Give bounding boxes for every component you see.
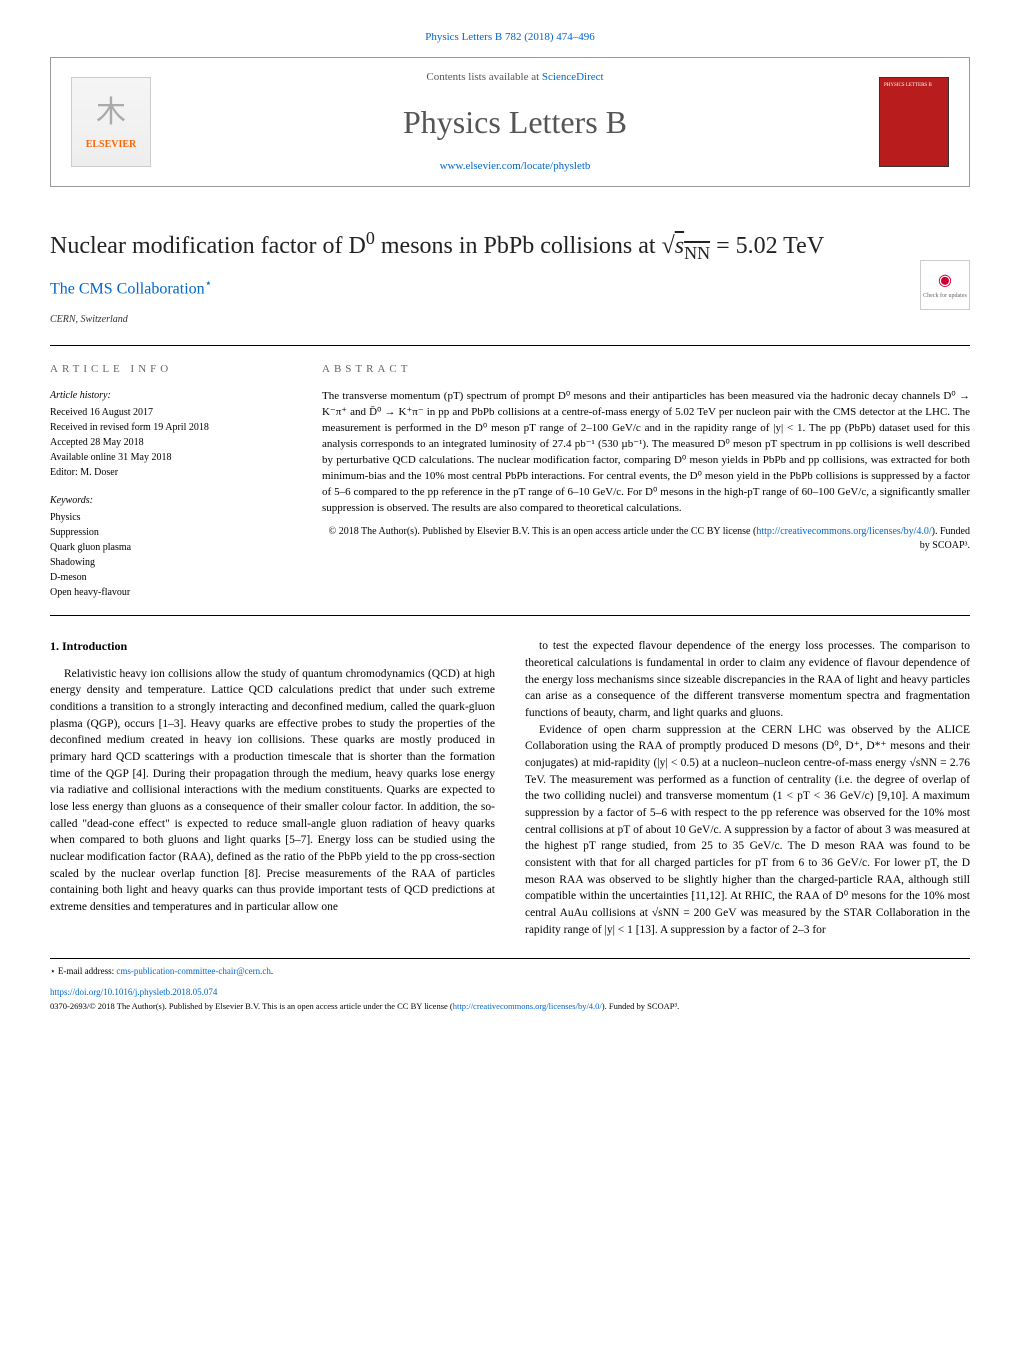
body-text: 1. Introduction Relativistic heavy ion c… (50, 638, 970, 938)
sciencedirect-link[interactable]: ScienceDirect (542, 71, 604, 83)
tree-icon: ⽊ (96, 92, 126, 134)
copyright-text: 0370-2693/© 2018 The Author(s). Publishe… (50, 1001, 453, 1011)
affiliation: CERN, Switzerland (50, 313, 970, 327)
publisher-logo[interactable]: ⽊ ELSEVIER (71, 77, 151, 167)
check-updates-icon: ◉ (938, 270, 952, 292)
cc-link[interactable]: http://creativecommons.org/licenses/by/4… (453, 1001, 602, 1011)
keywords-label: Keywords: (50, 494, 290, 508)
info-abstract-row: ARTICLE INFO Article history: Received 1… (50, 362, 970, 601)
article-info: ARTICLE INFO Article history: Received 1… (50, 362, 290, 601)
keyword: Physics (50, 511, 290, 525)
online-line: Available online 31 May 2018 (50, 451, 290, 465)
received-line: Received 16 August 2017 (50, 406, 290, 420)
corresponding-label: ⋆ E-mail address: (50, 966, 114, 976)
authors: The CMS Collaboration⋆ (50, 275, 970, 301)
divider-top (50, 345, 970, 346)
contents-line: Contents lists available at ScienceDirec… (171, 70, 859, 85)
author-link[interactable]: The CMS Collaboration (50, 280, 205, 297)
copyright-line: 0370-2693/© 2018 The Author(s). Publishe… (50, 1001, 970, 1013)
journal-homepage-link[interactable]: www.elsevier.com/locate/physletb (440, 160, 591, 172)
contents-prefix: Contents lists available at (426, 71, 541, 83)
doi-link[interactable]: https://doi.org/10.1016/j.physletb.2018.… (50, 987, 217, 997)
cover-label: PHYSICS LETTERS B (884, 83, 932, 88)
article-info-heading: ARTICLE INFO (50, 362, 290, 377)
journal-citation: Physics Letters B 782 (2018) 474–496 (50, 30, 970, 45)
body-paragraph: to test the expected flavour dependence … (525, 638, 970, 721)
author-marker: ⋆ (205, 276, 213, 290)
publisher-name: ELSEVIER (86, 138, 137, 152)
copyright-suffix: ). Funded by SCOAP³. (602, 1001, 679, 1011)
footnote-block: ⋆ E-mail address: cms-publication-commit… (50, 958, 970, 978)
section-heading: 1. Introduction (50, 638, 495, 655)
journal-homepage: www.elsevier.com/locate/physletb (171, 159, 859, 174)
license-prefix: © 2018 The Author(s). Published by Elsev… (329, 526, 757, 537)
keywords-block: Keywords: Physics Suppression Quark gluo… (50, 494, 290, 600)
journal-header-box: ⽊ ELSEVIER Contents lists available at S… (50, 57, 970, 187)
keyword: Shadowing (50, 556, 290, 570)
abstract-text: The transverse momentum (pT) spectrum of… (322, 389, 970, 517)
check-updates-badge[interactable]: ◉ Check for updates (920, 260, 970, 310)
accepted-line: Accepted 28 May 2018 (50, 436, 290, 450)
body-paragraph: Relativistic heavy ion collisions allow … (50, 666, 495, 916)
license-line: © 2018 The Author(s). Published by Elsev… (322, 525, 970, 553)
article-title: Nuclear modification factor of D0 mesons… (50, 227, 970, 265)
doi-line: https://doi.org/10.1016/j.physletb.2018.… (50, 986, 970, 999)
journal-cover-thumbnail[interactable]: PHYSICS LETTERS B (879, 77, 949, 167)
corresponding-email-link[interactable]: cms-publication-committee-chair@cern.ch (116, 966, 270, 976)
keyword: D-meson (50, 571, 290, 585)
check-updates-label: Check for updates (923, 292, 967, 300)
journal-header-center: Contents lists available at ScienceDirec… (171, 70, 859, 174)
keyword: Quark gluon plasma (50, 541, 290, 555)
abstract: ABSTRACT The transverse momentum (pT) sp… (322, 362, 970, 601)
editor-line: Editor: M. Doser (50, 466, 290, 480)
divider-bottom (50, 615, 970, 616)
license-link[interactable]: http://creativecommons.org/licenses/by/4… (756, 526, 931, 537)
citation-link[interactable]: Physics Letters B 782 (2018) 474–496 (425, 31, 595, 43)
journal-title: Physics Letters B (171, 100, 859, 145)
keyword: Open heavy-flavour (50, 586, 290, 600)
body-paragraph: Evidence of open charm suppression at th… (525, 722, 970, 939)
history-label: Article history: (50, 389, 290, 403)
abstract-heading: ABSTRACT (322, 362, 970, 377)
keyword: Suppression (50, 526, 290, 540)
revised-line: Received in revised form 19 April 2018 (50, 421, 290, 435)
